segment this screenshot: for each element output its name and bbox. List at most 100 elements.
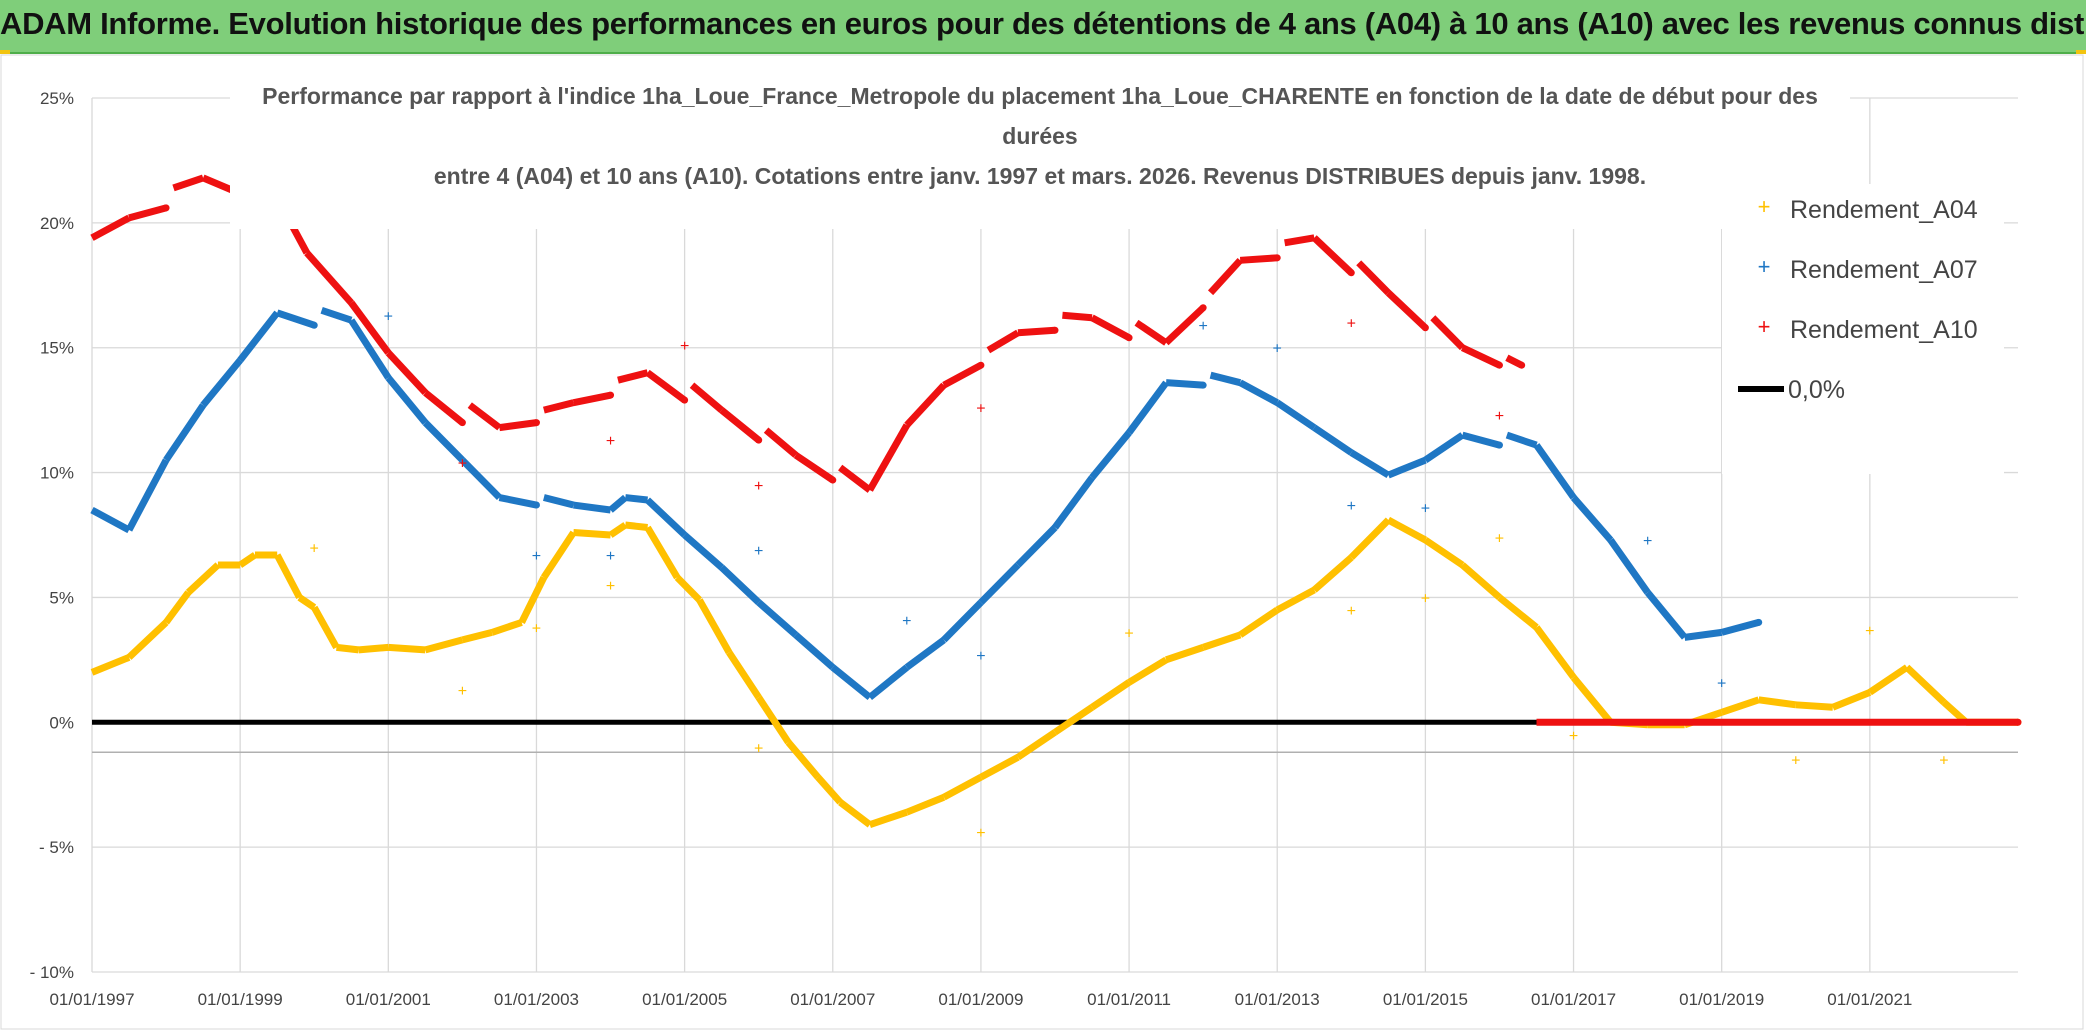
series-segment xyxy=(1533,625,1577,680)
series-segment xyxy=(1311,235,1354,276)
series-point xyxy=(532,419,540,427)
series-segment xyxy=(986,329,1020,354)
series-segment xyxy=(237,310,280,363)
series-rendement-a07: + + + + + + + + + + + + xyxy=(90,306,1763,701)
series-segment xyxy=(1505,431,1538,449)
series-point xyxy=(607,391,615,399)
outlier-marker: + xyxy=(606,433,615,450)
series-segment xyxy=(905,793,946,816)
y-tick-label: 25% xyxy=(40,89,74,108)
series-segment xyxy=(1533,443,1577,500)
outlier-marker: + xyxy=(1495,530,1504,547)
series-segment xyxy=(608,522,628,538)
series-segment xyxy=(1312,424,1354,456)
outlier-marker: + xyxy=(458,683,467,700)
outlier-marker: + xyxy=(1717,675,1726,692)
outlier-marker: + xyxy=(1421,501,1430,518)
series-segment xyxy=(274,553,303,600)
series-segment xyxy=(1423,537,1465,568)
series-point xyxy=(1755,618,1763,626)
series-segment xyxy=(573,501,612,514)
outlier-marker: + xyxy=(1124,625,1133,642)
legend-item-zero: 0,0% xyxy=(1738,376,1845,404)
series-segment xyxy=(1904,664,1947,705)
series-point xyxy=(1495,441,1503,449)
series-segment xyxy=(1239,254,1278,264)
series-segment xyxy=(1016,729,1057,761)
legend-marker-a07: + xyxy=(1758,254,1771,279)
series-segment xyxy=(904,637,946,671)
series-point xyxy=(162,204,170,212)
series-point xyxy=(1421,324,1429,332)
series-segment xyxy=(942,362,983,389)
series-segment xyxy=(608,494,628,513)
title-backdrop xyxy=(230,74,1850,229)
series-segment xyxy=(461,628,493,644)
x-tick-label: 01/01/2003 xyxy=(494,990,579,1009)
series-segment xyxy=(904,382,947,428)
series-segment xyxy=(185,562,221,596)
series-segment xyxy=(348,318,392,380)
outlier-marker: + xyxy=(384,308,393,325)
x-tick-label: 01/01/2019 xyxy=(1679,990,1764,1009)
legend-label-a07: Rendement_A07 xyxy=(1790,256,1978,284)
outlier-marker: + xyxy=(1421,590,1430,607)
series-segment xyxy=(1461,431,1501,449)
outlier-marker: + xyxy=(1347,316,1356,333)
chart-title-line-2: durées xyxy=(1002,123,1077,149)
chart-title-line-1: Performance par rapport à l'indice 1ha_L… xyxy=(262,83,1818,109)
series-segment xyxy=(1684,628,1723,641)
series-segment xyxy=(358,643,389,654)
series-segment xyxy=(1386,516,1428,544)
series-point xyxy=(532,501,540,509)
outlier-marker: + xyxy=(1569,728,1578,745)
series-segment xyxy=(1385,290,1428,331)
series-segment xyxy=(1387,456,1427,479)
series-segment xyxy=(617,369,649,384)
series-point xyxy=(310,321,318,329)
legend-backdrop xyxy=(1722,184,2004,474)
series-segment xyxy=(696,598,733,655)
series-point xyxy=(1273,254,1281,262)
outlier-marker: + xyxy=(1865,623,1874,640)
series-segment xyxy=(498,494,538,509)
series-segment xyxy=(1275,399,1317,431)
outlier-marker: + xyxy=(754,740,763,757)
series-point xyxy=(977,361,985,369)
series-segment xyxy=(1015,525,1058,568)
series-segment xyxy=(573,529,611,539)
y-tick-label: 0% xyxy=(49,713,74,732)
series-segment xyxy=(276,309,316,329)
y-tick-label: 10% xyxy=(40,464,74,483)
series-segment xyxy=(1238,379,1279,406)
series-segment xyxy=(979,754,1020,781)
chart-title-line-3: entre 4 (A04) et 10 ans (A10). Cotations… xyxy=(434,163,1646,189)
banner-accent-left xyxy=(0,50,10,55)
series-segment xyxy=(674,574,702,603)
series-segment xyxy=(126,619,169,660)
series-segment xyxy=(942,774,983,801)
series-segment xyxy=(1460,562,1502,601)
page-title: ADAM Informe. Evolution historique des p… xyxy=(0,6,2086,41)
series-segment xyxy=(1062,311,1093,322)
series-segment xyxy=(1209,371,1242,387)
series-segment xyxy=(1126,380,1169,435)
x-tick-label: 01/01/2001 xyxy=(346,990,431,1009)
series-segment xyxy=(1017,326,1056,337)
series-segment xyxy=(297,594,317,611)
series-rendement-a04: + + + + + + + + + + + + + + xyxy=(90,516,2022,842)
series-segment xyxy=(385,375,429,425)
series-segment xyxy=(304,250,354,306)
outlier-marker: + xyxy=(1939,753,1948,770)
series-segment xyxy=(90,654,131,676)
outlier-marker: + xyxy=(1643,533,1652,550)
y-tick-label: 15% xyxy=(40,339,74,358)
series-segment xyxy=(624,521,648,531)
series-segment xyxy=(518,575,548,624)
series-segment xyxy=(763,427,798,458)
series-segment xyxy=(320,306,353,324)
series-segment xyxy=(422,420,465,463)
series-segment xyxy=(1275,586,1316,613)
outlier-marker: + xyxy=(606,578,615,595)
series-segment xyxy=(755,695,792,745)
